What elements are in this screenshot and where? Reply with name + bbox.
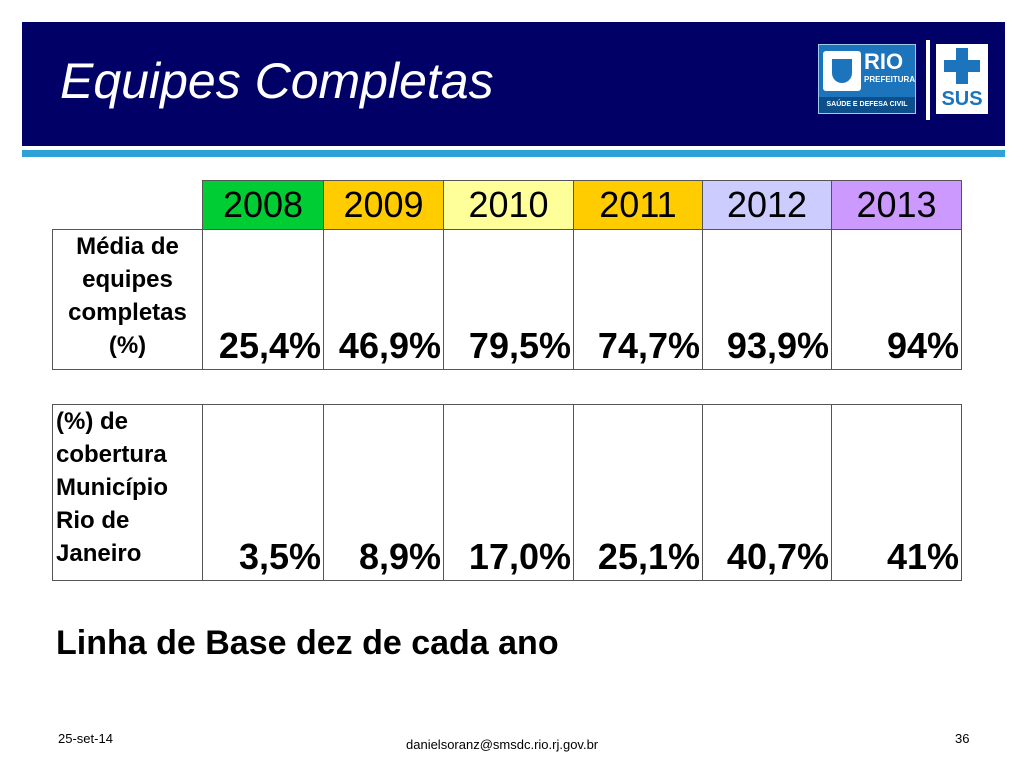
value-cell: 46,9%: [323, 229, 444, 370]
value-cell: 25,1%: [573, 404, 703, 581]
rio-logo-subtitle: PREFEITURA: [864, 75, 916, 84]
rio-crest-icon: [823, 51, 861, 91]
rio-logo-department: SAÚDE E DEFESA CIVIL: [819, 97, 915, 113]
equipes-table: 2008 2009 2010 2011 2012 2013 Média de e…: [52, 180, 962, 370]
slide-title: Equipes Completas: [60, 53, 494, 109]
row-label-cobertura: (%) de cobertura Município Rio de Janeir…: [52, 404, 203, 581]
value-cell: 74,7%: [573, 229, 703, 370]
value-cell: 93,9%: [702, 229, 832, 370]
value-cell: 79,5%: [443, 229, 574, 370]
value-cell: 41%: [831, 404, 962, 581]
table-row: (%) de cobertura Município Rio de Janeir…: [52, 404, 962, 581]
value-cell: 94%: [831, 229, 962, 370]
table-row: Média de equipes completas (%) 25,4% 46,…: [52, 229, 962, 370]
value-cell: 40,7%: [702, 404, 832, 581]
value-cell: 25,4%: [202, 229, 324, 370]
footer-email: danielsoranz@smsdc.rio.rj.gov.br: [406, 737, 599, 752]
logo-divider: [926, 40, 930, 120]
year-2008: 2008: [202, 180, 324, 230]
value-cell: 17,0%: [443, 404, 574, 581]
corner-cell: [52, 180, 203, 230]
year-header-row: 2008 2009 2010 2011 2012 2013: [52, 180, 962, 230]
year-2009: 2009: [323, 180, 444, 230]
value-cell: 8,9%: [323, 404, 444, 581]
baseline-note: Linha de Base dez de cada ano: [56, 624, 559, 662]
row-label-media-equipes: Média de equipes completas (%): [52, 229, 203, 370]
prefeitura-rio-logo: RIO PREFEITURA SAÚDE E DEFESA CIVIL: [818, 44, 916, 114]
sus-logo-name: SUS: [941, 88, 983, 110]
year-2011: 2011: [573, 180, 703, 230]
footer-date: 25-set-14: [58, 731, 113, 746]
accent-rule: [22, 150, 1005, 157]
value-cell: 3,5%: [202, 404, 324, 581]
year-2013: 2013: [831, 180, 962, 230]
page-number: 36: [955, 731, 970, 746]
year-2012: 2012: [702, 180, 832, 230]
cobertura-table: (%) de cobertura Município Rio de Janeir…: [52, 404, 962, 581]
year-2010: 2010: [443, 180, 574, 230]
rio-logo-name: RIO: [864, 49, 904, 74]
sus-logo: SUS: [936, 44, 988, 114]
